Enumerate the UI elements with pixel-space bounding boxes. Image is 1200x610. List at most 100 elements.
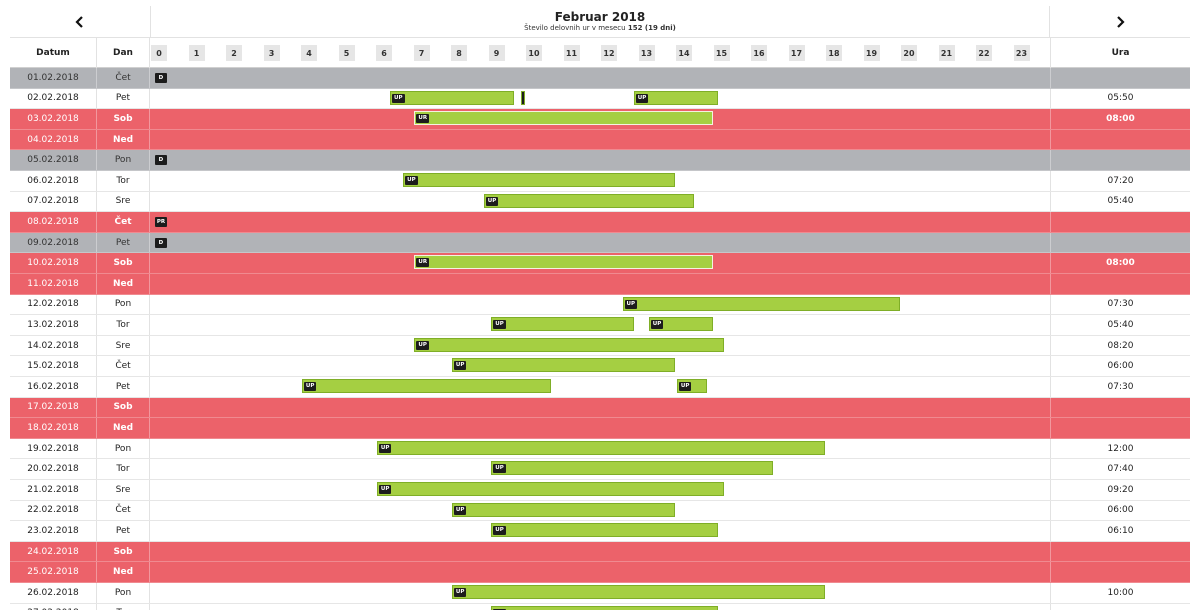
day-row[interactable]: 06.02.2018 Tor UP 07:20: [10, 171, 1190, 192]
day-row[interactable]: 08.02.2018 Čet PR: [10, 212, 1190, 233]
row-date: 21.02.2018: [10, 480, 97, 500]
work-interval-bar[interactable]: UP: [622, 296, 900, 311]
row-hours-total: [1050, 418, 1190, 438]
work-interval-bar[interactable]: UP: [491, 523, 719, 538]
day-row[interactable]: 03.02.2018 Sob UR 08:00: [10, 109, 1190, 130]
absence-type-badge[interactable]: PR: [154, 217, 168, 228]
interval-type-badge: UP: [416, 340, 429, 350]
row-timeline: UP: [150, 356, 1050, 376]
day-row[interactable]: 17.02.2018 Sob: [10, 397, 1190, 419]
row-date: 15.02.2018: [10, 356, 97, 376]
day-row[interactable]: 19.02.2018 Pon UP 12:00: [10, 438, 1190, 460]
row-weekday: Tor: [97, 315, 150, 335]
row-date: 18.02.2018: [10, 418, 97, 438]
interval-type-badge: UR: [416, 258, 430, 268]
day-row[interactable]: 07.02.2018 Sre UP 05:40: [10, 191, 1190, 213]
row-hours-total: 07:30: [1050, 377, 1190, 397]
interval-type-badge: UP: [493, 320, 506, 330]
work-interval-bar[interactable]: UP: [451, 502, 675, 517]
row-hours-total: 05:50: [1050, 88, 1190, 109]
work-interval-bar[interactable]: UP: [633, 90, 719, 105]
hours-column-header: Ura: [1050, 38, 1190, 68]
row-hours-total: 05:40: [1050, 191, 1190, 212]
day-row[interactable]: 18.02.2018 Ned: [10, 418, 1190, 439]
day-row[interactable]: 24.02.2018 Sob: [10, 541, 1190, 563]
work-interval-bar[interactable]: UP: [414, 337, 724, 352]
hour-label-2: 2: [226, 45, 242, 61]
previous-month-button[interactable]: [10, 6, 150, 38]
row-date: 13.02.2018: [10, 315, 97, 335]
row-weekday: Pon: [97, 150, 150, 170]
row-timeline: UP: [150, 604, 1050, 610]
work-interval-bar[interactable]: UP: [376, 482, 724, 496]
day-row[interactable]: 26.02.2018 Pon UP 10:00: [10, 583, 1190, 604]
row-hours-total: 10:00: [1050, 583, 1190, 603]
work-interval-bar[interactable]: UP: [451, 358, 675, 373]
row-weekday: Pet: [97, 88, 150, 109]
row-weekday: Ned: [97, 274, 150, 294]
row-weekday: Sre: [97, 480, 150, 500]
interval-type-badge: UP: [650, 320, 664, 330]
summary-days: (19 dni): [642, 24, 676, 32]
work-interval-bar[interactable]: UP: [491, 317, 634, 332]
day-row[interactable]: 13.02.2018 Tor UP UP 05:40: [10, 315, 1190, 336]
day-row[interactable]: 20.02.2018 Tor UP 07:40: [10, 459, 1190, 480]
hour-label-15: 15: [713, 45, 730, 61]
row-hours-total: [1050, 212, 1190, 232]
day-row[interactable]: 09.02.2018 Pet D: [10, 232, 1190, 254]
absence-type-badge[interactable]: D: [154, 155, 167, 166]
work-interval-bar[interactable]: UP: [483, 193, 694, 208]
row-weekday: Pet: [97, 232, 150, 253]
work-interval-bar[interactable]: UP: [648, 317, 713, 332]
interval-type-badge: UP: [493, 526, 506, 536]
row-hours-total: 09:20: [1050, 480, 1190, 500]
day-row[interactable]: 22.02.2018 Čet UP 06:00: [10, 500, 1190, 522]
row-date: 19.02.2018: [10, 438, 97, 459]
row-hours-total: 06:10: [1050, 521, 1190, 541]
day-row[interactable]: 14.02.2018 Sre UP 08:20: [10, 335, 1190, 357]
row-weekday: Ned: [97, 129, 150, 150]
row-timeline: D: [150, 68, 1050, 88]
day-row[interactable]: 12.02.2018 Pon UP 07:30: [10, 294, 1190, 316]
work-interval-bar[interactable]: UP: [676, 379, 707, 393]
day-row[interactable]: 15.02.2018 Čet UP 06:00: [10, 356, 1190, 377]
row-date: 09.02.2018: [10, 232, 97, 253]
hour-label-20: 20: [901, 45, 917, 61]
next-month-button[interactable]: [1050, 6, 1190, 38]
interval-type-badge: UP: [392, 93, 405, 103]
absence-type-badge[interactable]: D: [154, 237, 167, 248]
day-row[interactable]: 10.02.2018 Sob UR 08:00: [10, 253, 1190, 274]
row-timeline: UP: [150, 459, 1050, 479]
work-interval-marker[interactable]: [521, 90, 526, 105]
work-interval-bar[interactable]: UR: [414, 255, 713, 270]
work-interval-bar[interactable]: UP: [491, 461, 773, 476]
day-row[interactable]: 01.02.2018 Čet D: [10, 68, 1190, 89]
day-row[interactable]: 02.02.2018 Pet UP UP 05:50: [10, 88, 1190, 110]
day-row[interactable]: 21.02.2018 Sre UP 09:20: [10, 480, 1190, 501]
day-row[interactable]: 04.02.2018 Ned: [10, 129, 1190, 151]
day-row[interactable]: 11.02.2018 Ned: [10, 274, 1190, 295]
work-interval-bar[interactable]: UP: [390, 90, 514, 105]
absence-type-badge[interactable]: D: [154, 73, 167, 83]
hour-label-14: 14: [676, 45, 692, 61]
day-row[interactable]: 05.02.2018 Pon D: [10, 150, 1190, 171]
work-interval-bar[interactable]: UP: [301, 379, 552, 393]
row-timeline: UP: [150, 439, 1050, 459]
row-weekday: Sob: [97, 253, 150, 273]
work-interval-bar[interactable]: UP: [491, 605, 719, 610]
day-row[interactable]: 16.02.2018 Pet UP UP 07:30: [10, 377, 1190, 398]
row-date: 02.02.2018: [10, 88, 97, 109]
row-timeline: [150, 130, 1050, 150]
row-date: 22.02.2018: [10, 500, 97, 521]
day-row[interactable]: 23.02.2018 Pet UP 06:10: [10, 521, 1190, 542]
row-timeline: UP: [150, 192, 1050, 212]
day-row[interactable]: 25.02.2018 Ned: [10, 562, 1190, 583]
interval-type-badge: UP: [453, 361, 467, 371]
work-interval-bar[interactable]: UR: [414, 111, 713, 126]
work-interval-bar[interactable]: UP: [376, 440, 825, 455]
work-interval-bar[interactable]: UP: [403, 173, 675, 187]
row-date: 25.02.2018: [10, 562, 97, 582]
row-hours-total: 07:20: [1050, 171, 1190, 191]
work-interval-bar[interactable]: UP: [451, 585, 825, 599]
